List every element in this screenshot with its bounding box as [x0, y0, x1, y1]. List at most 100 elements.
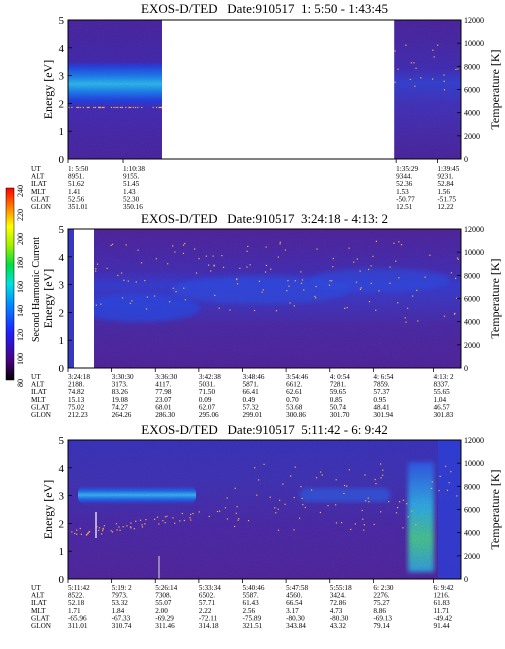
ephemeris-value: 61.83	[433, 599, 450, 607]
temperature-point	[437, 44, 439, 46]
temperature-point	[130, 106, 132, 109]
ephemeris-value: 59.65	[330, 388, 347, 396]
temperature-point	[344, 307, 346, 309]
temperature-point	[303, 289, 305, 291]
ephemeris-value: 66.54	[286, 599, 303, 607]
ephemeris-value: 79.14	[373, 622, 390, 630]
temperature-point	[100, 303, 102, 305]
temperature-point	[443, 89, 446, 91]
y2-tick-label: 12000	[464, 225, 484, 234]
ephemeris-value: 310.74	[112, 622, 132, 630]
ephemeris-value: 2276.	[373, 592, 389, 600]
temperature-point	[277, 529, 280, 531]
ephemeris-value: 1.53	[396, 188, 409, 196]
temperature-point	[409, 78, 411, 81]
temperature-point	[125, 106, 127, 109]
temperature-point	[183, 519, 185, 522]
temperature-point	[328, 284, 331, 286]
ephemeris-value: -51.75	[437, 195, 456, 203]
temperature-point	[198, 257, 200, 260]
ephemeris-value: 62.61	[286, 388, 303, 396]
temperature-point	[222, 266, 225, 268]
temperature-point	[195, 272, 198, 274]
temperature-point	[375, 309, 377, 311]
temperature-point	[102, 530, 104, 532]
temperature-point	[294, 280, 296, 282]
temperature-point	[129, 302, 131, 305]
ephemeris-value: -50.77	[396, 195, 415, 203]
temperature-point	[284, 503, 286, 505]
temperature-point	[258, 280, 261, 282]
temperature-point	[133, 528, 135, 530]
temperature-point	[455, 277, 457, 280]
ephemeris-value: 77.98	[155, 388, 172, 396]
temperature-point	[417, 320, 419, 322]
temperature-point	[367, 497, 369, 499]
temperature-point	[122, 526, 124, 528]
ephemeris-value: 46.57	[433, 403, 450, 411]
temperature-point	[253, 309, 256, 312]
temperature-point	[145, 308, 148, 310]
ephemeris-value: 72.86	[330, 599, 347, 607]
temperature-point	[402, 499, 405, 501]
temperature-point	[294, 466, 296, 468]
colorbar: 80 100 120 140 160 180 200 220 240 Second Harmon…	[5, 185, 42, 387]
temperature-point	[192, 512, 194, 515]
temperature-point	[154, 518, 156, 520]
temperature-point	[141, 106, 143, 109]
ephemeris-value: 6: 9:42	[433, 584, 454, 592]
y-tick-label: 5	[59, 224, 65, 236]
temperature-point	[94, 106, 97, 109]
temperature-point	[350, 528, 352, 531]
ephemeris-value: 12.22	[437, 203, 454, 211]
temperature-point	[443, 80, 445, 82]
temperature-point	[340, 522, 343, 524]
temperature-point	[275, 310, 278, 312]
ephemeris-value: 74.82	[68, 388, 85, 396]
temperature-point	[236, 278, 238, 280]
temperature-point	[315, 285, 317, 288]
temperature-point	[372, 255, 374, 257]
y-tick-label: 4	[59, 252, 65, 264]
temperature-point	[315, 297, 317, 299]
temperature-point	[212, 255, 214, 257]
ephemeris-value: 7859.	[373, 381, 389, 389]
temperature-point	[172, 245, 174, 247]
temperature-point	[71, 531, 73, 533]
ephemeris-value: 7281.	[330, 381, 346, 389]
temperature-point	[365, 500, 367, 502]
ephemeris-value: 5:11:42	[68, 584, 90, 592]
temperature-point	[293, 529, 295, 531]
temperature-point	[146, 296, 149, 298]
temperature-point	[439, 475, 441, 477]
ephemeris-value: 2.00	[155, 607, 168, 615]
temperature-point	[184, 242, 186, 245]
temperature-point	[359, 288, 362, 290]
temperature-point	[406, 503, 408, 505]
ephemeris-value: 264.26	[112, 411, 132, 419]
ephemeris-value: 9155.	[123, 173, 139, 181]
row-label: ALT	[31, 592, 45, 600]
y2-tick-label: 0	[464, 155, 468, 164]
temperature-point	[354, 523, 356, 525]
temperature-point	[141, 524, 143, 526]
temperature-point	[370, 282, 372, 284]
temperature-point	[400, 244, 403, 246]
ephemeris-value: 5:55:18	[330, 584, 352, 592]
temperature-point	[382, 474, 384, 476]
y2-axis-label: Temperature [K]	[488, 49, 502, 129]
temperature-point	[411, 295, 414, 297]
ephemeris-value: 55.65	[433, 388, 450, 396]
ephemeris-value: 74.27	[112, 403, 129, 411]
temperature-point	[380, 511, 382, 513]
temperature-point	[117, 274, 119, 277]
temperature-point	[402, 527, 404, 529]
ephemeris-value: 0.09	[199, 396, 212, 404]
temperature-point	[270, 268, 272, 270]
ephemeris-value: -67.33	[112, 614, 131, 622]
temperature-point	[300, 282, 303, 284]
temperature-point	[236, 283, 239, 285]
y2-tick-label: 10000	[464, 459, 484, 468]
